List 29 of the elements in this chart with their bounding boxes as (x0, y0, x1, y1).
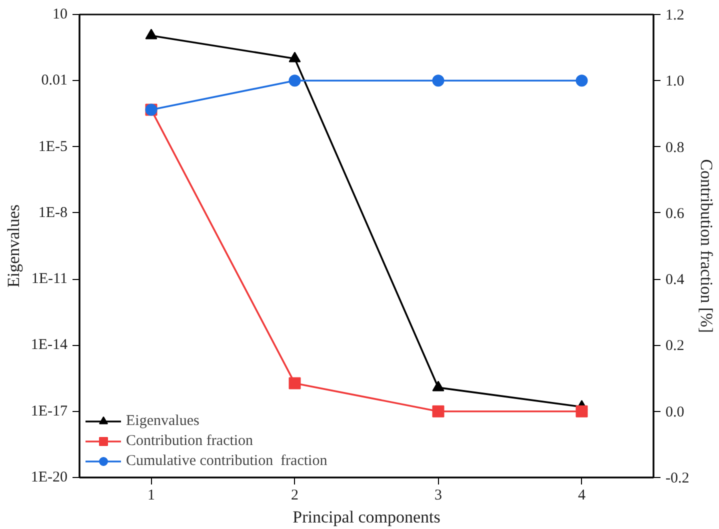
legend-label: Contribution fraction (126, 432, 254, 450)
y2-tick-label: 0.4 (666, 272, 685, 288)
y-tick-label: 1E-5 (38, 138, 68, 155)
y2-tick-label: 0.0 (666, 404, 684, 420)
y2-tick-label: 0.8 (666, 140, 684, 156)
point (288, 52, 301, 62)
x-tick-label: 1 (148, 488, 155, 504)
y-tick-label: 1E-8 (38, 204, 68, 221)
y-tick-label: 0.01 (41, 72, 68, 89)
y2-tick-label: 0.6 (666, 206, 685, 222)
x-tick-label: 3 (434, 488, 442, 504)
y2-tick-label: 1.0 (666, 74, 684, 90)
point (432, 380, 444, 392)
y2-axis-title: Contribution fraction [%] (697, 159, 716, 333)
legend-label: Eigenvalues (126, 412, 200, 430)
y-axis-title: Eigenvalues (4, 204, 23, 288)
y-tick-label: 10 (52, 6, 68, 22)
x-tick-label: 2 (291, 488, 298, 504)
x-tick-label: 4 (578, 488, 586, 504)
legend-label: Cumulative contribution fraction (126, 452, 328, 470)
y-tick-label: 1E-14 (30, 337, 68, 354)
y-tick-label: 1E-11 (31, 271, 68, 288)
y2-tick-label: -0.2 (666, 470, 690, 486)
point (145, 28, 158, 40)
y2-tick-label: 0.2 (666, 338, 684, 354)
y2-tick-label: 1.2 (666, 8, 684, 24)
y-tick-label: 1E-20 (30, 470, 68, 486)
x-axis-title: Principal components (292, 508, 440, 526)
y-tick-label: 1E-17 (30, 403, 68, 420)
